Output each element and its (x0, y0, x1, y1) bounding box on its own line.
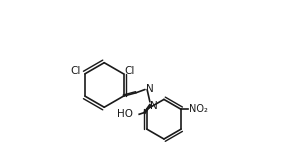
Text: N: N (146, 84, 154, 94)
Text: Cl: Cl (70, 66, 81, 76)
Text: NO₂: NO₂ (188, 104, 207, 114)
Text: HO: HO (118, 109, 133, 119)
Text: Cl: Cl (124, 66, 135, 76)
Text: N: N (150, 101, 157, 111)
